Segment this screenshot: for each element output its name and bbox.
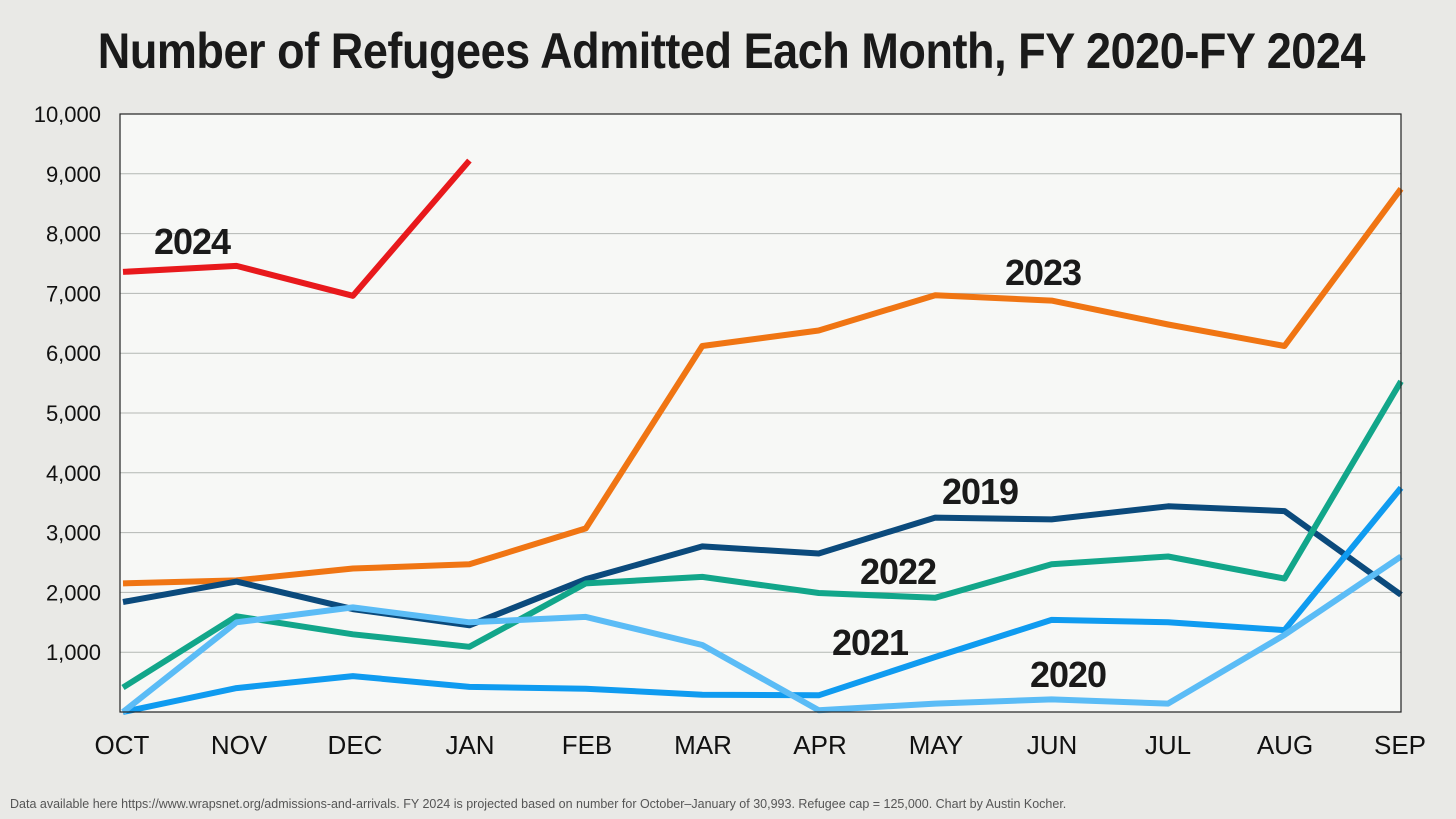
- plot-border: [119, 113, 1402, 713]
- x-tick-label: OCT: [95, 730, 150, 760]
- x-axis-ticks: OCT NOV DEC JAN FEB MAR APR MAY JUN JUL AUG SEP: [95, 730, 1426, 760]
- x-tick-label: APR: [793, 730, 846, 760]
- series-label-2021: 2021: [832, 622, 909, 663]
- y-axis-ticks: 1,000 2,000 3,000 4,000 5,000 6,000 7,000 8,000…: [34, 102, 101, 665]
- series-label-2024: 2024: [154, 221, 231, 262]
- series-line-2023: [122, 187, 1404, 587]
- y-tick-label: 3,000: [46, 521, 101, 546]
- x-tick-label: FEB: [562, 730, 613, 760]
- y-tick-label: 2,000: [46, 580, 101, 605]
- series-line-2024: [122, 158, 472, 299]
- y-tick-label: 6,000: [46, 341, 101, 366]
- series-line-2019: [122, 503, 1403, 629]
- footnote: Data available here https://www.wrapsnet…: [10, 797, 1067, 811]
- y-tick-label: 5,000: [46, 401, 101, 426]
- x-tick-label: MAR: [674, 730, 732, 760]
- y-tick-label: 8,000: [46, 222, 101, 247]
- series-label-2020: 2020: [1030, 654, 1106, 695]
- y-tick-label: 9,000: [46, 162, 101, 187]
- series-label-2022: 2022: [860, 551, 936, 592]
- series-line-2020: [121, 554, 1403, 715]
- x-tick-label: SEP: [1374, 730, 1426, 760]
- series-line-2022: [121, 379, 1404, 691]
- x-tick-label: MAY: [909, 730, 963, 760]
- series-lines: [121, 158, 1404, 715]
- y-tick-label: 4,000: [46, 461, 101, 486]
- x-tick-label: DEC: [328, 730, 383, 760]
- x-tick-label: NOV: [211, 730, 268, 760]
- x-tick-label: JUN: [1027, 730, 1078, 760]
- x-tick-label: AUG: [1257, 730, 1313, 760]
- grid-lines: [120, 113, 1401, 653]
- y-tick-label: 1,000: [46, 640, 101, 665]
- y-tick-label: 10,000: [34, 102, 101, 127]
- x-tick-label: JUL: [1145, 730, 1191, 760]
- series-label-2019: 2019: [942, 471, 1018, 512]
- series-label-2023: 2023: [1005, 252, 1081, 293]
- x-tick-label: JAN: [445, 730, 494, 760]
- series-line-2021: [122, 485, 1404, 715]
- chart-title: Number of Refugees Admitted Each Month, …: [97, 23, 1366, 79]
- y-tick-label: 7,000: [46, 281, 101, 306]
